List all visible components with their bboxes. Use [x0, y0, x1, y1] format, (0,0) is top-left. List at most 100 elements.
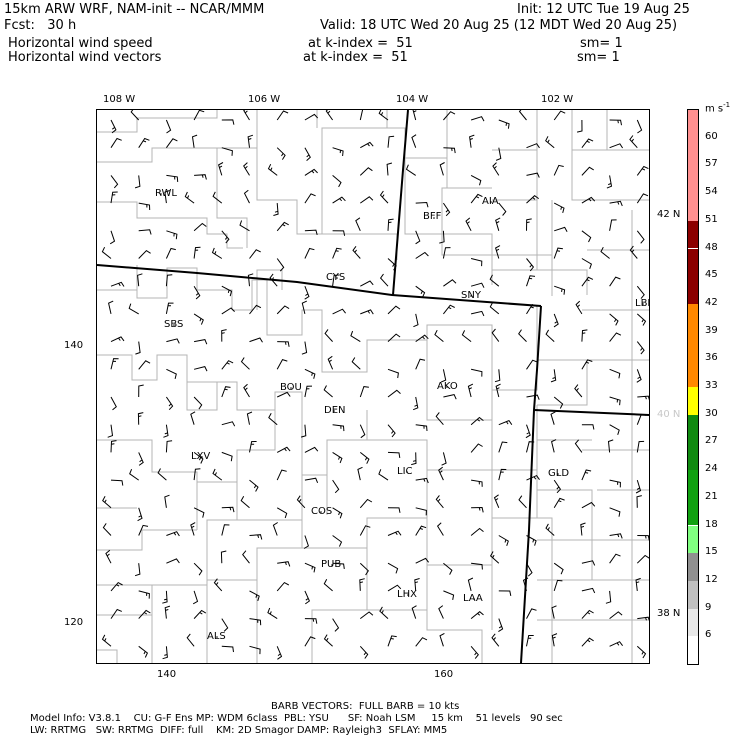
wind-barb — [637, 535, 649, 541]
wind-barb — [304, 247, 315, 259]
wind-barb — [360, 611, 374, 619]
wind-barb — [581, 359, 593, 370]
wind-barb — [441, 452, 447, 466]
wind-barb — [138, 609, 151, 619]
wind-barb — [165, 119, 172, 134]
wind-barb — [636, 645, 647, 659]
wind-barb — [581, 424, 595, 430]
station-bff: BFF — [423, 211, 442, 222]
wind-barb — [387, 368, 399, 379]
wind-barb — [277, 341, 290, 347]
wind-barb — [138, 249, 151, 259]
wind-barb — [629, 245, 638, 259]
wind-barb — [636, 341, 645, 355]
wind-barb — [470, 368, 483, 377]
wind-barb — [415, 525, 427, 536]
wind-barb — [498, 618, 504, 633]
colorbar-label: 18 — [705, 518, 718, 530]
header-init-time: Init: 12 UTC Tue 19 Aug 25 — [517, 2, 690, 17]
wind-barb — [110, 440, 117, 453]
wind-barb — [581, 501, 596, 509]
wind-barb — [249, 590, 260, 602]
county-boundaries — [97, 110, 649, 663]
wind-barb — [162, 646, 168, 660]
colorbar-segment — [688, 497, 698, 526]
wind-barb — [443, 111, 456, 121]
wind-barb — [435, 412, 444, 426]
wind-barb — [243, 110, 250, 121]
map-canvas — [97, 110, 649, 663]
wind-barb — [498, 419, 513, 426]
wind-barb — [360, 196, 374, 204]
colorbar-label: 57 — [705, 158, 718, 170]
wind-barb — [415, 557, 429, 564]
wind-barb — [471, 562, 483, 570]
colorbar-segment — [688, 165, 698, 194]
station-pub: PUB — [321, 559, 342, 570]
wind-barb — [249, 441, 257, 453]
wind-barb — [387, 389, 401, 398]
grid-x-label-160: 160 — [434, 669, 454, 680]
wind-barb — [581, 276, 594, 287]
wind-barb — [609, 219, 617, 231]
wind-barb — [332, 274, 340, 287]
wind-barb — [239, 220, 250, 232]
wind-barb — [138, 590, 150, 599]
station-als: ALS — [207, 631, 226, 642]
station-lbf: LBF — [635, 298, 649, 309]
wind-barb — [470, 310, 485, 317]
lon-label-102w: 102 W — [541, 94, 574, 105]
colorbar-label: 15 — [705, 546, 718, 558]
wind-barb — [581, 138, 594, 149]
wind-barb — [350, 330, 361, 343]
colorbar-label: 42 — [705, 296, 718, 308]
wind-barb — [554, 285, 566, 295]
wind-barb — [165, 274, 173, 287]
wind-barb — [247, 134, 254, 148]
wind-barb — [351, 357, 361, 370]
wind-barb — [277, 561, 291, 567]
wind-barb — [272, 522, 278, 536]
wind-barb — [360, 309, 374, 315]
wind-barb — [379, 190, 389, 204]
wind-barb — [609, 533, 623, 539]
wind-barb — [332, 175, 342, 188]
lon-label-106w: 106 W — [248, 94, 281, 105]
wind-barb — [301, 300, 308, 315]
wind-barb — [470, 258, 483, 267]
wind-barb — [526, 218, 532, 231]
wind-barb — [276, 446, 291, 453]
lat-label-38n: 38 N — [657, 608, 681, 619]
station-lxv: LXV — [191, 451, 211, 462]
colorbar-segment — [688, 414, 698, 443]
wind-barb — [600, 246, 610, 259]
station-marker — [320, 511, 322, 513]
station-marker — [407, 594, 409, 596]
wind-barb — [470, 282, 485, 288]
wind-barb — [387, 424, 396, 438]
wind-barb — [276, 507, 288, 519]
wind-barb — [221, 119, 235, 125]
wind-barb — [162, 590, 168, 604]
wind-barb — [276, 359, 288, 370]
wind-barb — [470, 611, 484, 619]
wind-barb — [243, 162, 250, 176]
wind-barb — [551, 633, 558, 647]
station-marker — [490, 201, 492, 203]
wind-barb — [165, 138, 178, 148]
wind-barb — [518, 110, 527, 121]
wind-barb — [495, 245, 501, 259]
wind-barb — [193, 468, 201, 481]
wind-barb — [636, 285, 645, 299]
colorbar-label: 51 — [705, 213, 718, 225]
wind-barb — [193, 110, 205, 121]
wind-barb — [526, 474, 540, 481]
field1-name: Horizontal wind speed — [8, 36, 153, 51]
colorbar-segment — [688, 636, 698, 664]
wind-barb — [581, 329, 588, 342]
wind-barb — [609, 396, 621, 406]
wind-barb — [551, 439, 557, 453]
wind-barb — [636, 230, 645, 244]
colorbar-label: 36 — [705, 352, 718, 364]
wind-barb — [545, 136, 555, 149]
